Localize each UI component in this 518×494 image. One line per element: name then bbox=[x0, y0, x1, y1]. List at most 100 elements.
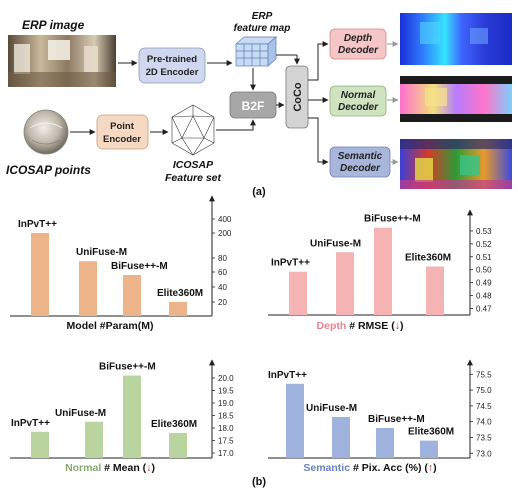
bar-label: BiFuse++-M bbox=[99, 362, 156, 373]
normal-decoder-line1: Normal bbox=[341, 90, 376, 101]
title-part: # Pix. Acc (%) ( bbox=[350, 462, 428, 474]
coco-label: CoCo bbox=[292, 82, 304, 112]
icosap-sphere bbox=[23, 109, 69, 155]
bar-inpvt- bbox=[31, 233, 49, 316]
y-tick-label: 20.0 bbox=[218, 374, 234, 383]
bar-bifuse-m bbox=[376, 428, 394, 458]
title-part: # RMSE ( bbox=[346, 320, 395, 332]
bar-label: Elite360M bbox=[157, 288, 203, 299]
caption-a: (a) bbox=[252, 186, 266, 198]
bar-bifuse-m bbox=[123, 275, 141, 316]
title-part: ) bbox=[400, 320, 404, 332]
y-tick-label: 0.49 bbox=[476, 279, 492, 288]
point-encoder-line1: Point bbox=[110, 121, 135, 132]
y-tick-label: 400 bbox=[218, 215, 232, 224]
2d-encoder-line1: Pre-trained bbox=[147, 54, 197, 65]
normal-decoder-box bbox=[329, 85, 387, 117]
y-tick-label: 17.5 bbox=[218, 437, 234, 446]
bar-elite360m bbox=[426, 266, 444, 315]
bar-label: UniFuse-M bbox=[310, 238, 361, 249]
y-tick-label: 0.48 bbox=[476, 292, 492, 301]
title-part: Depth bbox=[317, 320, 347, 332]
y-tick-label: 73.5 bbox=[476, 433, 492, 442]
normal-decoder-line2: Decoder bbox=[338, 102, 379, 113]
bar-elite360m bbox=[169, 433, 187, 458]
bar-label: Elite360M bbox=[408, 427, 454, 438]
y-tick-label: 17.0 bbox=[218, 449, 234, 458]
chart-4: 73.0 73.5 74.0 74.5 75.0 75.5 InPvT++ UniFuse-M… bbox=[268, 359, 492, 474]
output-arrows bbox=[387, 41, 399, 165]
depth-decoder-line1: Depth bbox=[344, 33, 372, 44]
2d-encoder-box bbox=[138, 47, 206, 84]
y-tick-label: 19.5 bbox=[218, 387, 234, 396]
erp-image bbox=[8, 35, 116, 87]
bar-label: UniFuse-M bbox=[55, 408, 106, 419]
comparison-charts: 20406080200400InPvT++UniFuse-MBiFuse++-M… bbox=[10, 195, 492, 474]
y-tick-label: 40 bbox=[218, 283, 227, 292]
bar-bifuse-m bbox=[374, 227, 392, 315]
icosahedron-icon bbox=[171, 104, 215, 156]
bar-unifuse-m bbox=[336, 252, 354, 315]
y-tick-label: 0.47 bbox=[476, 305, 492, 314]
bar-inpvt- bbox=[31, 431, 49, 458]
chart-title: Depth # RMSE (↓) bbox=[317, 320, 404, 332]
semantic-decoder-box bbox=[329, 146, 391, 178]
feature-map-icon bbox=[235, 36, 277, 67]
icosap-feature-set-label-2: Feature set bbox=[165, 172, 222, 184]
y-tick-label: 0.53 bbox=[476, 227, 492, 236]
bar-label: InPvT++ bbox=[268, 370, 307, 381]
pipeline-diagram: ERP image Pre-trained 2D Encoder ERP fea… bbox=[6, 11, 512, 198]
y-tick-label: 73.0 bbox=[476, 449, 492, 458]
erp-feature-map-label-2: feature map bbox=[234, 23, 291, 34]
chart-2: 0.47 0.48 0.49 0.50 0.51 0.52 0.53 InPvT++UniFu… bbox=[268, 209, 492, 332]
chart-3: 17.0 17.5 18.0 18.5 19.0 19.5 20.0 InPvT++ UniFu… bbox=[10, 359, 234, 474]
y-tick-label: 75.0 bbox=[476, 386, 492, 395]
normal-output-map bbox=[400, 76, 512, 122]
title-part: ) bbox=[151, 462, 155, 474]
bar-bifuse-m bbox=[123, 375, 141, 458]
depth-decoder-line2: Decoder bbox=[338, 45, 379, 56]
bar-label: InPvT++ bbox=[271, 258, 310, 269]
y-tick-label: 20 bbox=[218, 298, 227, 307]
bar-inpvt- bbox=[286, 383, 304, 458]
coco-box bbox=[285, 65, 309, 129]
y-tick-label: 0.52 bbox=[476, 240, 492, 249]
erp-feature-map-label-1: ERP bbox=[252, 11, 273, 22]
title-part: # Mean ( bbox=[101, 462, 146, 474]
caption-b: (b) bbox=[252, 476, 266, 488]
y-tick-label: 19.0 bbox=[218, 399, 234, 408]
semantic-decoder-line1: Semantic bbox=[338, 151, 383, 162]
bar-unifuse-m bbox=[79, 261, 97, 316]
bar-label: BiFuse++-M bbox=[111, 261, 168, 272]
bar-label: InPvT++ bbox=[18, 219, 57, 230]
title-part: Semantic bbox=[303, 462, 350, 474]
y-tick-label: 74.5 bbox=[476, 402, 492, 411]
chart-title: Model #Param(M) bbox=[67, 320, 154, 332]
title-part: ↑ bbox=[428, 462, 433, 474]
bar-unifuse-m bbox=[332, 416, 350, 458]
erp-image-label: ERP image bbox=[22, 18, 85, 32]
y-tick-label: 74.0 bbox=[476, 418, 492, 427]
depth-output-map bbox=[400, 13, 512, 65]
bar-inpvt- bbox=[289, 271, 307, 315]
chart-title: Semantic # Pix. Acc (%) (↑) bbox=[303, 462, 436, 474]
title-part: ) bbox=[433, 462, 437, 474]
semantic-output-map bbox=[400, 139, 512, 189]
semantic-decoder-line2: Decoder bbox=[340, 163, 381, 174]
title-part: Normal bbox=[65, 462, 101, 474]
bar-label: BiFuse++-M bbox=[368, 414, 425, 425]
y-tick-label: 18.5 bbox=[218, 412, 234, 421]
y-tick-label: 0.50 bbox=[476, 266, 492, 275]
icosap-points-label: ICOSAP points bbox=[6, 163, 91, 177]
y-tick-label: 75.5 bbox=[476, 370, 492, 379]
bar-label: Elite360M bbox=[151, 419, 197, 430]
icosap-feature-set-label-1: ICOSAP bbox=[173, 159, 214, 171]
bar-label: InPvT++ bbox=[11, 418, 50, 429]
y-tick-label: 60 bbox=[218, 268, 227, 277]
chart-1: 20 40 60 80 200 400 InPvT++ UniFuse-M BiFuse++-M… bbox=[10, 195, 232, 332]
bar-unifuse-m bbox=[85, 421, 103, 458]
y-tick-label: 18.0 bbox=[218, 424, 234, 433]
bar-label: BiFuse++-M bbox=[364, 214, 421, 225]
b2f-label: B2F bbox=[242, 99, 265, 113]
